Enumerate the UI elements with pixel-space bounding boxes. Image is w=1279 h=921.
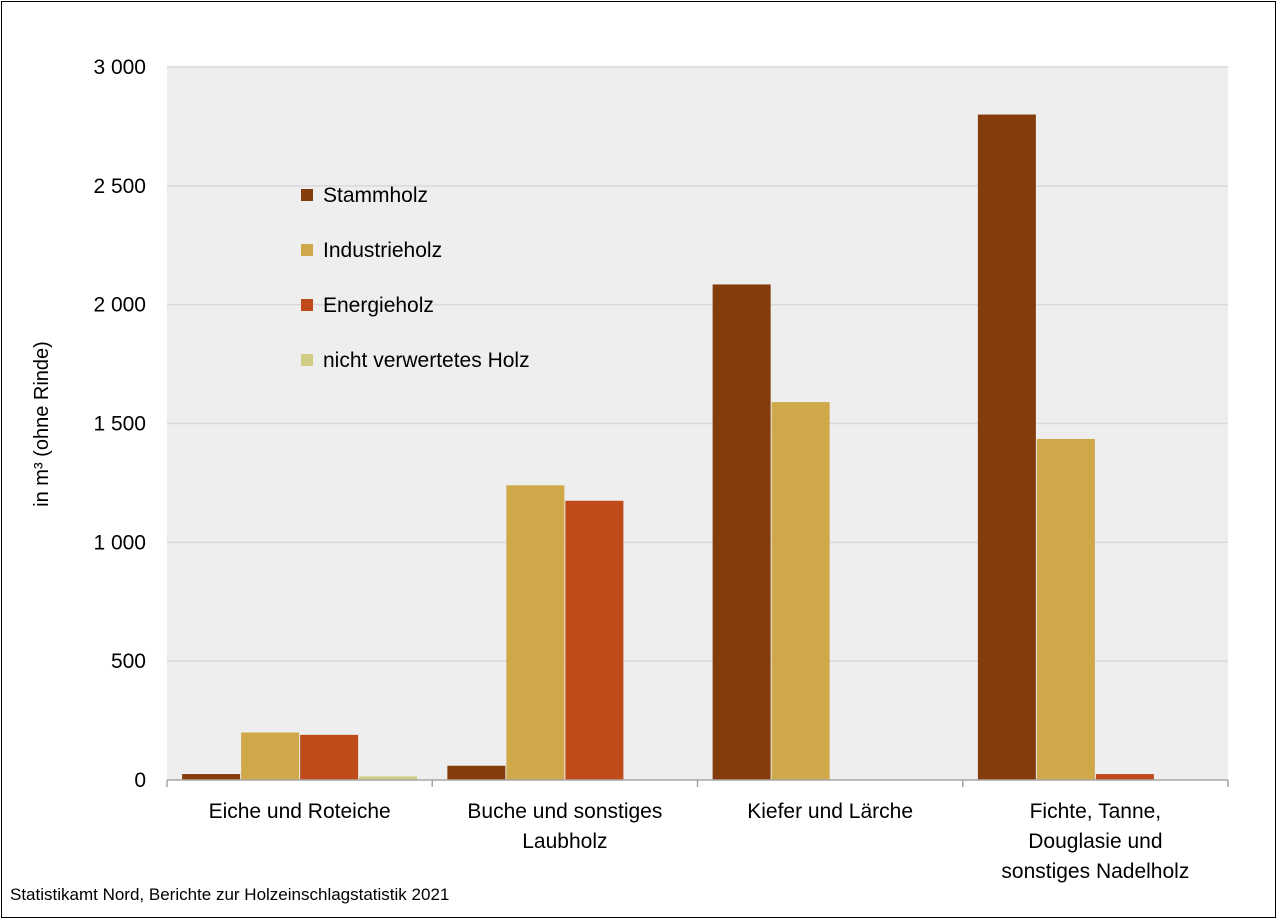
y-tick-label: 1 500 bbox=[93, 413, 146, 436]
bar bbox=[241, 732, 300, 780]
y-tick-label: 0 bbox=[134, 769, 146, 792]
y-tick-label: 2 000 bbox=[93, 294, 146, 317]
y-tick-label: 1 000 bbox=[93, 531, 146, 554]
x-tick-label: Buche und sonstiges bbox=[467, 800, 662, 823]
bar bbox=[182, 774, 241, 780]
bar bbox=[565, 500, 624, 780]
x-tick-label: Laubholz bbox=[522, 830, 607, 853]
bar bbox=[771, 402, 830, 780]
x-tick-label: Kiefer und Lärche bbox=[747, 800, 913, 823]
y-tick-label: 2 500 bbox=[93, 175, 146, 198]
bar bbox=[300, 734, 359, 780]
x-tick-label: Douglasie und bbox=[1028, 830, 1162, 853]
legend-swatch bbox=[301, 354, 313, 366]
x-tick-label: Fichte, Tanne, bbox=[1030, 800, 1162, 823]
legend-swatch bbox=[301, 299, 313, 311]
y-axis-label: in m³ (ohne Rinde) bbox=[31, 341, 53, 507]
legend-swatch bbox=[301, 244, 313, 256]
source-note: Statistikamt Nord, Berichte zur Holzeins… bbox=[10, 885, 450, 904]
legend-swatch bbox=[301, 189, 313, 201]
bar bbox=[1095, 774, 1154, 780]
bar bbox=[506, 485, 565, 780]
y-tick-label: 3 000 bbox=[93, 56, 146, 79]
x-tick-label: sonstiges Nadelholz bbox=[1001, 860, 1189, 883]
bar bbox=[1036, 438, 1095, 780]
legend-label: nicht verwertetes Holz bbox=[323, 349, 530, 372]
bar bbox=[447, 765, 506, 780]
x-tick-label: Eiche und Roteiche bbox=[209, 800, 391, 823]
y-tick-label: 500 bbox=[111, 650, 146, 673]
bar bbox=[977, 114, 1036, 781]
legend-label: Industrieholz bbox=[323, 239, 442, 262]
legend-label: Stammholz bbox=[323, 184, 428, 207]
bar bbox=[359, 776, 418, 780]
bar bbox=[712, 284, 771, 780]
legend-label: Energieholz bbox=[323, 294, 434, 317]
